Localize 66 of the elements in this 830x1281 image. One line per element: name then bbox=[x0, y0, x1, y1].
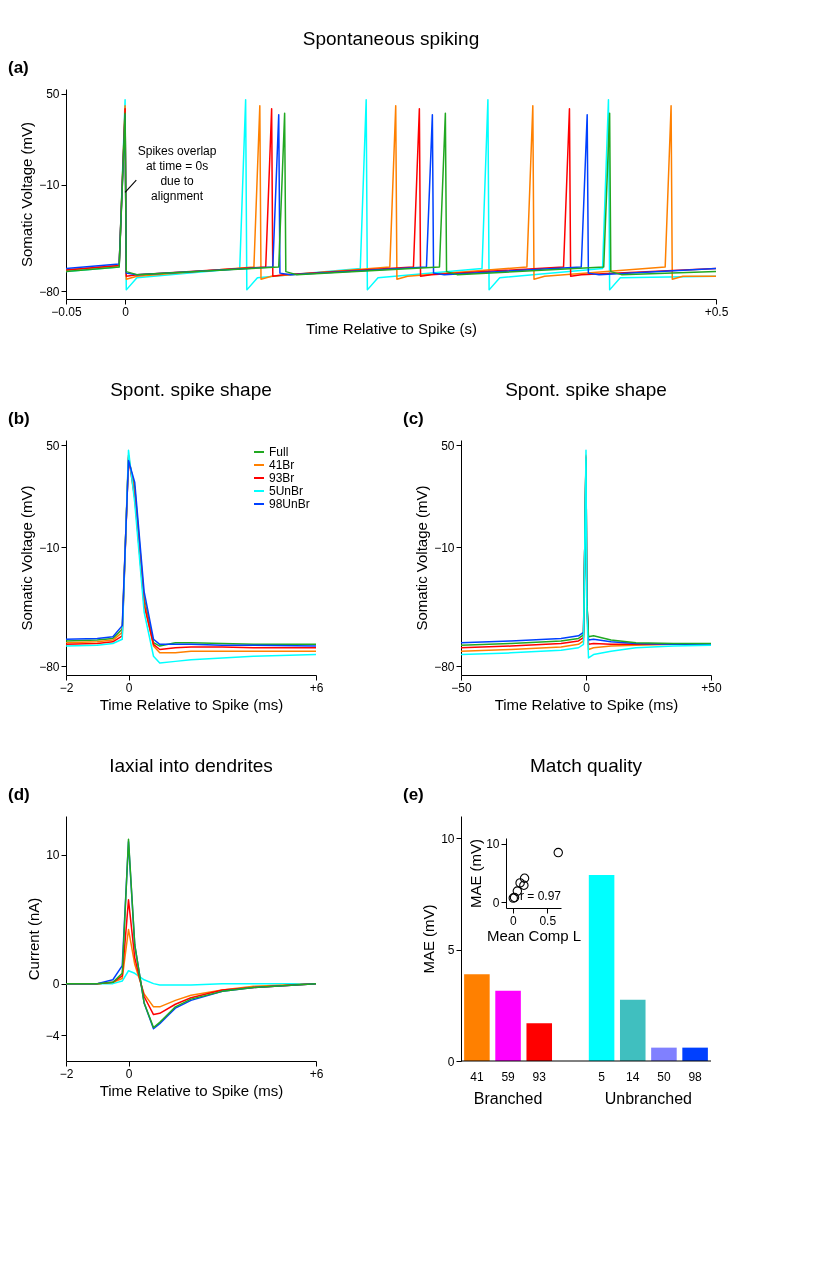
text: (b) bbox=[8, 409, 30, 428]
y-tick-label: 50 bbox=[441, 438, 455, 453]
x-tick-label: 0.5 bbox=[539, 913, 557, 928]
x-tick-label: 50 bbox=[657, 1069, 671, 1084]
x-axis-title: Time Relative to Spike (ms) bbox=[99, 695, 284, 713]
x-tick-label: 41 bbox=[470, 1069, 484, 1084]
legend-label: 98UnBr bbox=[269, 497, 310, 511]
text: (e) bbox=[403, 785, 424, 804]
chart-title: Spontaneous spiking bbox=[302, 28, 480, 49]
x-tick-label: −0.05 bbox=[51, 304, 82, 319]
legend-label: 5UnBr bbox=[269, 484, 304, 498]
x-tick-label: 59 bbox=[501, 1069, 516, 1084]
y-tick-label: 10 bbox=[486, 837, 500, 852]
chart-title: Iaxial into dendrites bbox=[109, 755, 273, 776]
legend-label: 41Br bbox=[269, 458, 295, 472]
y-tick-label: 0 bbox=[447, 1054, 455, 1069]
chart-title: Spont. spike shape bbox=[505, 379, 667, 400]
x-tick-label: 0 bbox=[125, 1066, 133, 1081]
y-axis-title: MAE (mV) bbox=[467, 838, 485, 909]
y-tick-label: 50 bbox=[46, 87, 60, 102]
y-tick-label: 50 bbox=[46, 438, 60, 453]
x-axis-title: Time Relative to Spike (s) bbox=[305, 319, 478, 337]
text: Unbranched bbox=[604, 1090, 692, 1107]
y-axis-title: Somatic Voltage (mV) bbox=[413, 485, 431, 631]
y-axis-title: Somatic Voltage (mV) bbox=[18, 485, 36, 631]
x-tick-label: +50 bbox=[701, 680, 722, 695]
x-tick-label: 0 bbox=[583, 680, 591, 695]
y-tick-label: −80 bbox=[434, 659, 455, 674]
chart-title: Match quality bbox=[530, 755, 643, 776]
y-tick-label: −80 bbox=[39, 659, 60, 674]
y-tick-label: 10 bbox=[441, 831, 455, 846]
legend-label: 93Br bbox=[269, 471, 295, 485]
x-axis-title: Mean Comp L bbox=[486, 926, 582, 944]
x-tick-label: −2 bbox=[59, 1066, 74, 1081]
x-tick-label: 98 bbox=[688, 1069, 703, 1084]
x-tick-label: +6 bbox=[309, 680, 324, 695]
annotation: r = 0.97 bbox=[519, 889, 562, 903]
x-tick-label: 0 bbox=[122, 304, 130, 319]
text: (c) bbox=[403, 409, 424, 428]
annotation: Spikes overlap at time = 0s due to alignment bbox=[137, 144, 217, 204]
x-axis-title: Time Relative to Spike (ms) bbox=[99, 1081, 284, 1099]
y-tick-label: 0 bbox=[52, 977, 60, 992]
y-tick-label: 10 bbox=[46, 848, 60, 863]
x-tick-label: +6 bbox=[309, 1066, 324, 1081]
x-tick-label: +0.5 bbox=[704, 304, 729, 319]
y-tick-label: −10 bbox=[39, 178, 60, 193]
text: (d) bbox=[8, 785, 30, 804]
x-tick-label: 93 bbox=[532, 1069, 547, 1084]
x-tick-label: 0 bbox=[125, 680, 133, 695]
text: (a) bbox=[8, 58, 29, 77]
y-tick-label: 5 bbox=[447, 943, 455, 958]
x-axis-title: Time Relative to Spike (ms) bbox=[494, 695, 679, 713]
y-tick-label: −10 bbox=[434, 540, 455, 555]
y-tick-label: −80 bbox=[39, 284, 60, 299]
chart-title: Spont. spike shape bbox=[110, 379, 272, 400]
y-axis-title: Current (nA) bbox=[24, 897, 42, 981]
y-axis-title: MAE (mV) bbox=[420, 904, 438, 974]
x-tick-label: 5 bbox=[598, 1069, 606, 1084]
y-tick-label: −4 bbox=[45, 1028, 60, 1043]
y-axis-title: Somatic Voltage (mV) bbox=[18, 121, 36, 268]
x-tick-label: −50 bbox=[451, 680, 472, 695]
y-tick-label: −10 bbox=[39, 540, 60, 555]
x-tick-label: −2 bbox=[59, 680, 74, 695]
legend-label: Full bbox=[269, 445, 289, 459]
text: Branched bbox=[473, 1090, 543, 1107]
x-tick-label: 14 bbox=[626, 1069, 640, 1084]
